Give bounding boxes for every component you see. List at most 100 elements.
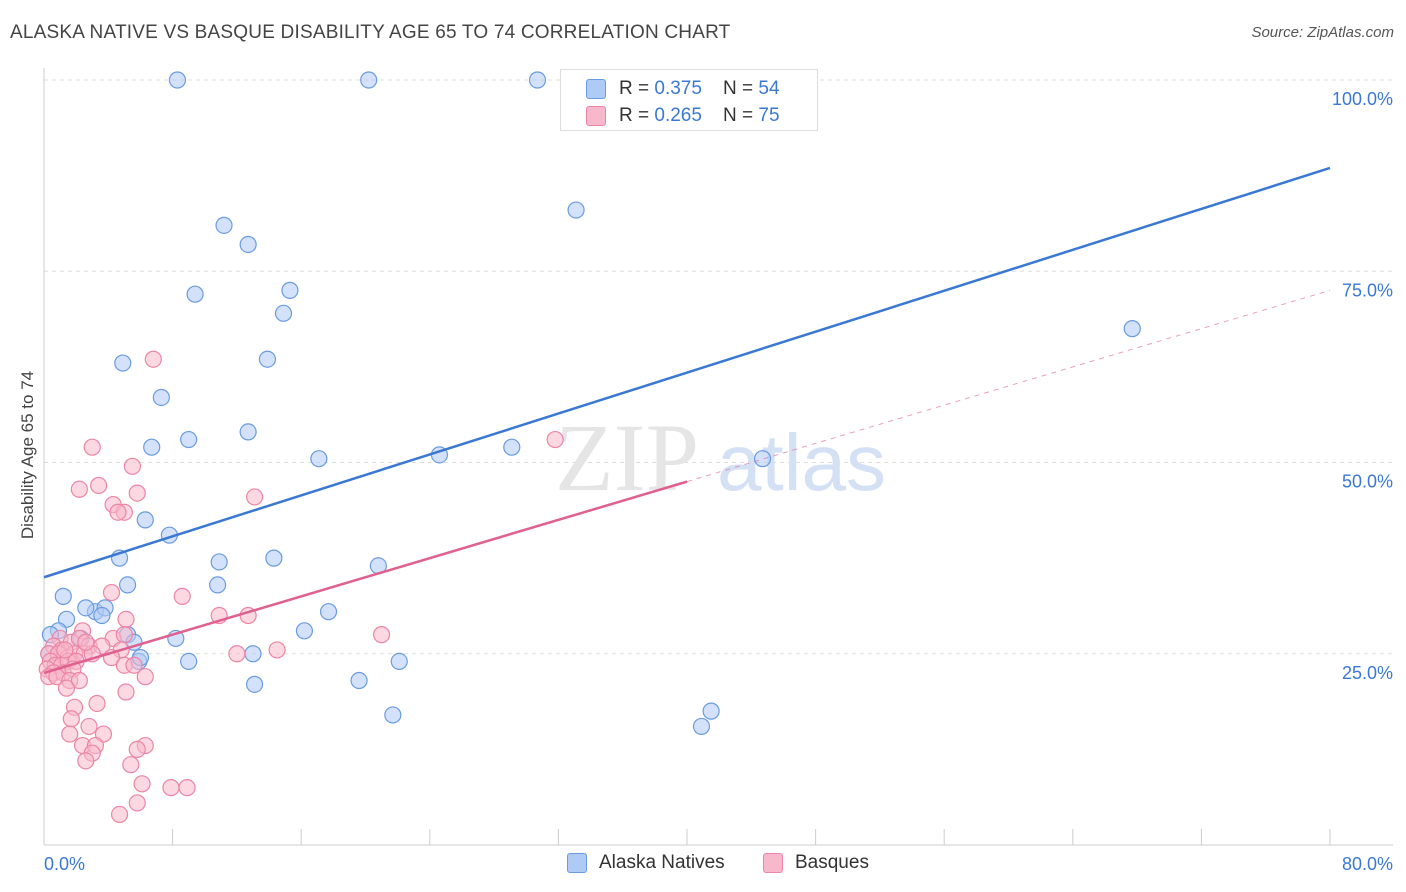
y-tick-label: 25.0% bbox=[1342, 663, 1393, 683]
basque-point bbox=[546, 430, 564, 449]
x-tick-label-max: 80.0% bbox=[1342, 854, 1393, 874]
basque-legend-swatch bbox=[763, 853, 783, 873]
alaska-point bbox=[384, 706, 402, 724]
r-value: 0.375 bbox=[654, 78, 702, 99]
alaska-point bbox=[503, 438, 521, 456]
basque-point bbox=[128, 740, 146, 758]
alaska-point bbox=[692, 717, 711, 736]
alaska-trend-line bbox=[43, 166, 1331, 579]
basque-point bbox=[173, 587, 191, 605]
source-label: Source: ZipAtlas.com bbox=[1251, 24, 1394, 41]
basque-point bbox=[56, 641, 74, 659]
alaska-point bbox=[215, 216, 233, 234]
alaska-point bbox=[180, 652, 198, 671]
alaska-point bbox=[390, 652, 408, 671]
alaska-point bbox=[1123, 320, 1141, 338]
legend-alaska-text: R = 0.375 N = 54 bbox=[619, 78, 780, 100]
basque-point bbox=[70, 480, 88, 498]
basque-point bbox=[128, 794, 146, 812]
basque-point bbox=[90, 476, 108, 495]
basque-point bbox=[77, 633, 95, 651]
y-tick-label: 100.0% bbox=[1332, 89, 1393, 109]
basque-point bbox=[123, 457, 142, 475]
y-tick-label: 50.0% bbox=[1342, 472, 1393, 492]
alaska-point bbox=[295, 622, 314, 640]
alaska-point bbox=[143, 438, 161, 456]
alaska-point bbox=[310, 450, 328, 468]
legend-basque-text: R = 0.265 N = 75 bbox=[619, 105, 780, 127]
r-label: R = bbox=[619, 105, 655, 126]
basque-trend-extension bbox=[686, 289, 1331, 483]
y-tick-label: 75.0% bbox=[1342, 280, 1393, 300]
alaska-point bbox=[239, 423, 257, 441]
alaska-point bbox=[245, 675, 264, 693]
alaska-point bbox=[77, 599, 95, 617]
basque-point bbox=[136, 668, 154, 686]
alaska-point bbox=[210, 553, 228, 571]
r-label: R = bbox=[619, 78, 655, 99]
basque-point bbox=[80, 717, 98, 736]
basque-point bbox=[62, 710, 80, 728]
basque-point bbox=[70, 671, 88, 690]
basque-point bbox=[228, 645, 246, 663]
basque-point bbox=[88, 694, 106, 713]
basque-point bbox=[102, 583, 121, 602]
basque-point bbox=[77, 752, 95, 770]
alaska-point bbox=[93, 606, 111, 625]
alaska-point bbox=[239, 235, 257, 254]
alaska-point bbox=[702, 702, 720, 720]
alaska-point bbox=[265, 549, 283, 567]
watermark-atlas: atlas bbox=[717, 418, 886, 507]
alaska-point bbox=[168, 71, 187, 89]
alaska-point bbox=[319, 603, 338, 621]
basque-point bbox=[109, 503, 127, 521]
correlation-legend: R = 0.375 N = 54 R = 0.265 N = 75 bbox=[560, 69, 818, 131]
n-value: 54 bbox=[758, 78, 780, 99]
alaska-point bbox=[281, 281, 299, 299]
basque-point bbox=[133, 775, 151, 793]
alaska-legend-label: Alaska Natives bbox=[599, 852, 725, 873]
basque-swatch bbox=[586, 106, 606, 126]
gridlines bbox=[44, 79, 1393, 655]
basque-trend-line bbox=[43, 480, 688, 675]
x-tick-label-min: 0.0% bbox=[44, 854, 85, 874]
alaska-legend-swatch bbox=[567, 853, 587, 873]
basque-point bbox=[162, 779, 180, 797]
basque-point bbox=[115, 626, 133, 644]
watermark-zip: ZIP bbox=[555, 404, 699, 511]
alaska-point bbox=[180, 430, 198, 449]
alaska-point bbox=[136, 511, 154, 529]
basque-point bbox=[178, 779, 196, 797]
basque-point bbox=[268, 641, 286, 659]
basque-point bbox=[125, 656, 143, 674]
trend-lines bbox=[43, 166, 1331, 675]
basque-points bbox=[38, 350, 564, 824]
alaska-point bbox=[360, 71, 378, 89]
basque-point bbox=[117, 683, 135, 701]
basque-point bbox=[122, 756, 140, 774]
basque-point bbox=[57, 679, 76, 697]
alaska-point bbox=[54, 587, 72, 605]
basque-point bbox=[83, 438, 101, 456]
n-label: N = bbox=[723, 78, 759, 99]
alaska-point bbox=[209, 576, 227, 594]
alaska-point bbox=[244, 645, 262, 663]
basque-point bbox=[128, 484, 146, 502]
basque-point bbox=[117, 610, 135, 628]
alaska-point bbox=[152, 388, 170, 407]
basque-point bbox=[372, 626, 391, 644]
r-value: 0.265 bbox=[654, 105, 702, 126]
alaska-point bbox=[114, 354, 132, 372]
chart-title: ALASKA NATIVE VS BASQUE DISABILITY AGE 6… bbox=[10, 22, 731, 43]
alaska-point bbox=[118, 576, 137, 594]
basque-legend-label: Basques bbox=[795, 852, 869, 873]
alaska-point bbox=[753, 450, 772, 468]
n-value: 75 bbox=[758, 105, 780, 126]
tick-labels: 25.0% 50.0% 75.0% 100.0% 0.0% 80.0% bbox=[44, 89, 1393, 874]
alaska-swatch bbox=[586, 79, 606, 99]
alaska-point bbox=[528, 71, 547, 89]
basque-point bbox=[245, 488, 264, 506]
n-label: N = bbox=[723, 105, 759, 126]
watermark: ZIP atlas bbox=[555, 404, 886, 511]
